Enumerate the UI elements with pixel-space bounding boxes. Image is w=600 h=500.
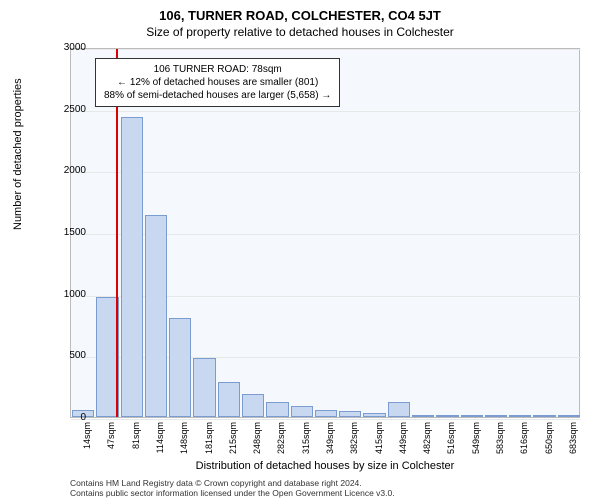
bar [145,215,167,417]
y-tick-label: 1500 [46,227,86,238]
y-tick-label: 3000 [46,42,86,53]
bar [242,394,264,417]
bar [533,415,555,417]
credit-line1: Contains HM Land Registry data © Crown c… [70,478,395,488]
bar [339,411,361,417]
credit-text: Contains HM Land Registry data © Crown c… [70,478,395,498]
bar [218,382,240,417]
bar [169,318,191,417]
y-tick-label: 500 [46,350,86,361]
chart-container: 106, TURNER ROAD, COLCHESTER, CO4 5JT Si… [0,0,600,500]
bar [266,402,288,417]
x-tick-label: 516sqm [446,422,456,462]
gridline [71,49,581,50]
x-tick-label: 349sqm [325,422,335,462]
bar [388,402,410,417]
x-tick-label: 549sqm [471,422,481,462]
y-tick-label: 0 [46,412,86,423]
x-tick-label: 583sqm [495,422,505,462]
x-tick-label: 282sqm [276,422,286,462]
x-tick-label: 449sqm [398,422,408,462]
x-tick-label: 14sqm [82,422,92,462]
x-tick-label: 114sqm [155,422,165,462]
x-tick-label: 148sqm [179,422,189,462]
bar [315,410,337,417]
x-tick-label: 81sqm [131,422,141,462]
bar [412,415,434,417]
x-tick-label: 215sqm [228,422,238,462]
bar [436,415,458,417]
bar [558,415,580,417]
x-tick-label: 181sqm [204,422,214,462]
y-tick-label: 2000 [46,165,86,176]
x-tick-label: 415sqm [374,422,384,462]
x-tick-label: 683sqm [568,422,578,462]
gridline [71,172,581,173]
info-box-line: ← 12% of detached houses are smaller (80… [104,76,331,89]
x-tick-label: 482sqm [422,422,432,462]
x-tick-label: 248sqm [252,422,262,462]
y-tick-label: 1000 [46,289,86,300]
gridline [71,419,581,420]
y-tick-label: 2500 [46,104,86,115]
y-axis-label: Number of detached properties [12,78,24,230]
info-box-line: 106 TURNER ROAD: 78sqm [104,63,331,76]
info-box-line: 88% of semi-detached houses are larger (… [104,89,331,102]
info-box: 106 TURNER ROAD: 78sqm← 12% of detached … [95,58,340,107]
chart-subtitle: Size of property relative to detached ho… [0,23,600,39]
chart-title: 106, TURNER ROAD, COLCHESTER, CO4 5JT [0,0,600,23]
bar [121,117,143,417]
x-tick-label: 650sqm [544,422,554,462]
bar [461,415,483,417]
bar [193,358,215,417]
bar [485,415,507,417]
x-tick-label: 315sqm [301,422,311,462]
bar [363,413,385,417]
x-tick-label: 382sqm [349,422,359,462]
x-tick-label: 616sqm [519,422,529,462]
bar [291,406,313,417]
credit-line2: Contains public sector information licen… [70,488,395,498]
gridline [71,111,581,112]
bar [509,415,531,417]
x-tick-label: 47sqm [106,422,116,462]
